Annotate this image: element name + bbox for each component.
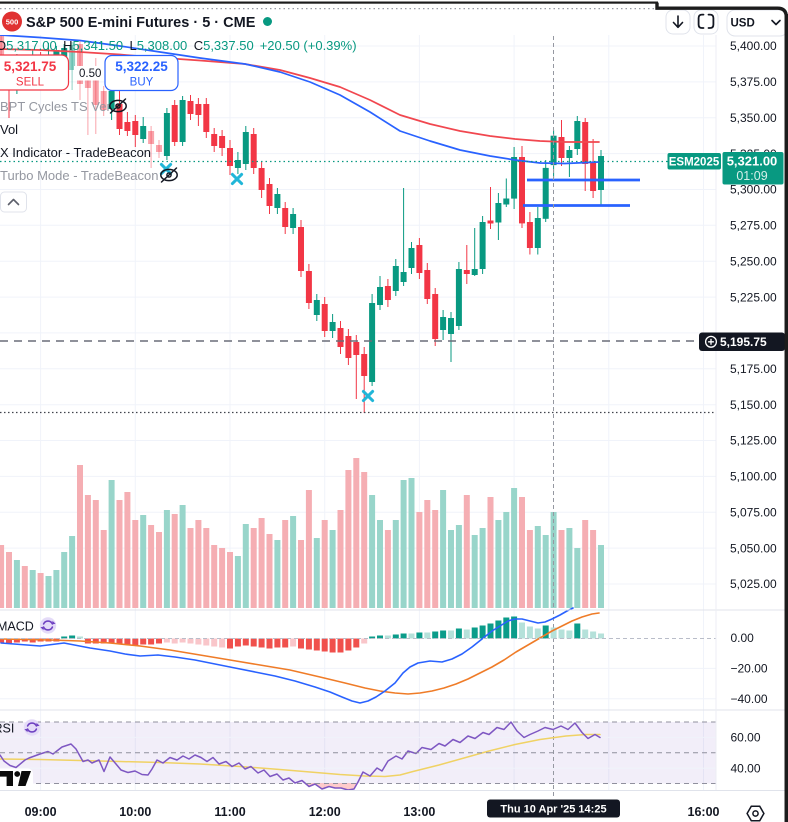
svg-text:500: 500 [6,18,19,27]
svg-text:Turbo Mode - TradeBeacon: Turbo Mode - TradeBeacon [0,168,159,183]
svg-text:ESM2025: ESM2025 [669,157,720,169]
svg-text:5,375.00: 5,375.00 [730,75,777,89]
svg-text:RSI: RSI [0,722,14,736]
svg-text:O: O [0,38,6,53]
svg-text:11:00: 11:00 [214,805,245,819]
svg-text:5,125.00: 5,125.00 [730,434,777,448]
svg-text:5,050.00: 5,050.00 [730,541,777,555]
svg-text:Vol: Vol [0,122,18,137]
svg-text:0.50: 0.50 [79,68,101,80]
svg-text:5,250.00: 5,250.00 [730,254,777,268]
svg-text:5,195.75: 5,195.75 [720,335,767,349]
svg-text:13:00: 13:00 [403,805,435,819]
svg-text:5,321.75: 5,321.75 [4,59,57,74]
svg-text:C: C [194,38,203,53]
svg-text:5,150.00: 5,150.00 [730,398,777,412]
svg-text:Thu 10 Apr '25 14:25: Thu 10 Apr '25 14:25 [500,804,606,816]
svg-text:5,300.00: 5,300.00 [730,183,777,197]
svg-text:MACD: MACD [0,620,34,634]
svg-text:S&P 500 E-mini Futures · 5 · C: S&P 500 E-mini Futures · 5 · CME [26,15,256,31]
svg-text:60.00: 60.00 [731,731,761,745]
svg-text:12:00: 12:00 [309,805,341,819]
svg-text:+20.50 (+0.39%): +20.50 (+0.39%) [260,38,357,53]
svg-text:5,275.00: 5,275.00 [730,219,777,233]
svg-text:5,337.50: 5,337.50 [203,38,254,53]
svg-text:BPT Cycles TS Ver: BPT Cycles TS Ver [0,99,111,114]
svg-text:SELL: SELL [16,77,45,89]
svg-text:10:00: 10:00 [119,805,151,819]
svg-text:BUY: BUY [130,77,154,89]
svg-text:−40.00: −40.00 [731,692,768,706]
svg-text:5,350.00: 5,350.00 [730,111,777,125]
svg-text:5,400.00: 5,400.00 [730,39,777,53]
svg-text:01:09: 01:09 [736,169,767,183]
svg-text:5,317.00: 5,317.00 [6,38,57,53]
svg-text:H: H [63,38,72,53]
svg-text:5,100.00: 5,100.00 [730,470,777,484]
svg-text:−20.00: −20.00 [731,662,768,676]
svg-text:5,341.50: 5,341.50 [73,38,124,53]
svg-text:L: L [130,38,137,53]
svg-text:USD: USD [731,18,755,30]
svg-text:5,025.00: 5,025.00 [730,577,777,591]
svg-text:5,321.00: 5,321.00 [727,154,778,169]
svg-text:40.00: 40.00 [731,761,761,775]
svg-text:5,322.25: 5,322.25 [115,59,168,74]
svg-text:5,308.00: 5,308.00 [137,38,188,53]
svg-text:16:00: 16:00 [688,805,720,819]
svg-text:09:00: 09:00 [25,805,57,819]
svg-text:5,175.00: 5,175.00 [730,362,777,376]
svg-text:5,225.00: 5,225.00 [730,290,777,304]
svg-text:X Indicator - TradeBeacon: X Indicator - TradeBeacon [0,145,151,160]
svg-text:0.00: 0.00 [731,631,755,645]
svg-text:5,075.00: 5,075.00 [730,506,777,520]
